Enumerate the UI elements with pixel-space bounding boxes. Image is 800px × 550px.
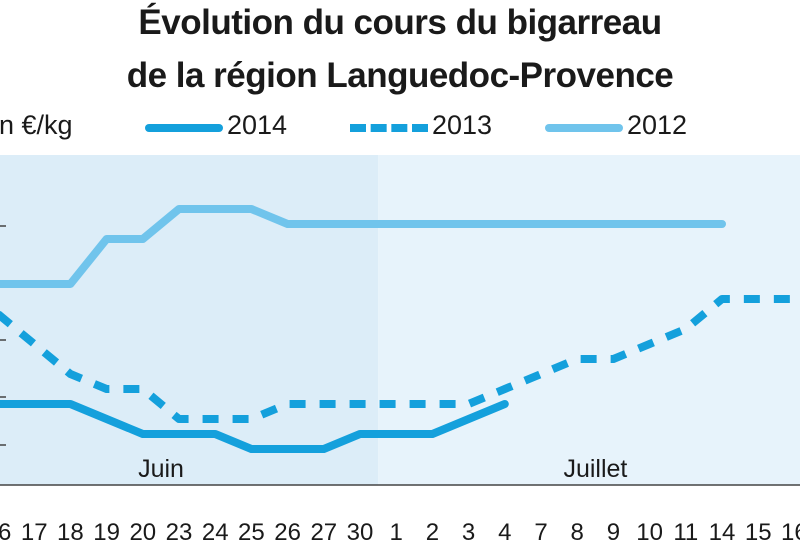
x-tick-label: 24 <box>202 519 229 546</box>
chart-title-line-1: Évolution du cours du bigarreau <box>138 3 662 42</box>
series-line-2013 <box>0 295 795 423</box>
month-label-juin: Juin <box>138 455 184 483</box>
series-layer <box>0 205 795 453</box>
x-tick-label: 16 <box>781 519 800 546</box>
x-tick-label: 11 <box>673 519 698 546</box>
series-line-2014 <box>0 400 509 453</box>
x-tick-label: 26 <box>274 519 301 546</box>
x-tick-label: 30 <box>347 519 374 546</box>
x-tick-labels: 161718192023242526273012347891011141516 <box>0 519 800 546</box>
x-tick-label: 1 <box>390 519 403 546</box>
x-tick-label: 15 <box>745 519 772 546</box>
x-tick-label: 19 <box>93 519 120 546</box>
july-background-band <box>378 155 800 485</box>
series-line-2012 <box>0 205 726 288</box>
chart-title-line-2: de la région Languedoc-Provence <box>126 56 674 95</box>
x-tick-label: 18 <box>57 519 84 546</box>
legend-label-2014: 2014 <box>227 110 288 140</box>
x-tick-label: 4 <box>498 519 511 546</box>
legend-label-2012: 2012 <box>627 110 688 140</box>
month-label-juillet: Juillet <box>563 455 627 483</box>
x-tick-label: 7 <box>534 519 547 546</box>
x-tick-label: 25 <box>238 519 265 546</box>
x-tick-label: 8 <box>571 519 584 546</box>
month-labels: Juin Juillet <box>138 455 627 483</box>
legend-label-2013: 2013 <box>432 110 493 140</box>
x-tick-label: 27 <box>310 519 337 546</box>
legend-swatch-2014 <box>145 124 223 132</box>
x-tick-label: 17 <box>21 519 48 546</box>
x-tick-label: 16 <box>0 519 11 546</box>
legend-swatch-2013 <box>350 124 428 132</box>
x-tick-label: 14 <box>709 519 736 546</box>
y-axis-unit-label: en €/kg <box>0 110 73 140</box>
x-tick-label: 2 <box>426 519 439 546</box>
legend-swatch-2012 <box>545 124 623 132</box>
x-tick-label: 10 <box>636 519 663 546</box>
x-tick-label: 3 <box>462 519 475 546</box>
x-tick-label: 9 <box>607 519 620 546</box>
x-tick-label: 20 <box>129 519 156 546</box>
x-tick-label: 23 <box>166 519 193 546</box>
